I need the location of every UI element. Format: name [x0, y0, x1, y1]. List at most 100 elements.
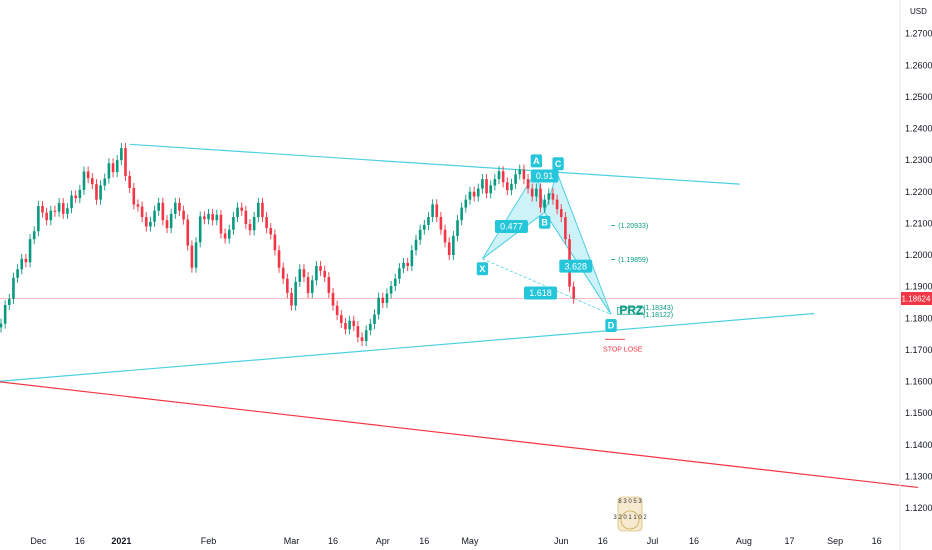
- candle[interactable]: [244, 205, 248, 230]
- candle[interactable]: [493, 174, 497, 191]
- candle[interactable]: [203, 211, 206, 225]
- red-trendline[interactable]: [0, 381, 919, 489]
- candle[interactable]: [344, 317, 347, 335]
- candle[interactable]: [70, 190, 73, 214]
- candle[interactable]: [410, 245, 414, 272]
- candle[interactable]: [211, 208, 214, 226]
- ratio-label[interactable]: 1.618: [524, 286, 557, 300]
- candle[interactable]: [510, 178, 513, 196]
- candle[interactable]: [28, 234, 32, 268]
- candle[interactable]: [389, 280, 393, 299]
- candle[interactable]: [165, 215, 169, 234]
- candle[interactable]: [265, 211, 268, 234]
- candle[interactable]: [157, 197, 160, 216]
- candle[interactable]: [559, 204, 563, 223]
- candle[interactable]: [57, 198, 61, 217]
- ratio-label[interactable]: 3.628: [559, 259, 593, 273]
- candle[interactable]: [369, 318, 372, 336]
- candle[interactable]: [144, 211, 148, 232]
- candle[interactable]: [74, 190, 77, 204]
- candle[interactable]: [298, 264, 302, 287]
- candle[interactable]: [277, 245, 281, 273]
- candle[interactable]: [406, 257, 409, 272]
- candle[interactable]: [452, 230, 455, 261]
- candle[interactable]: [501, 166, 505, 188]
- candle[interactable]: [472, 186, 476, 202]
- candle[interactable]: [32, 226, 36, 245]
- candle[interactable]: [227, 224, 231, 244]
- candle[interactable]: [447, 237, 451, 261]
- candle[interactable]: [78, 184, 82, 204]
- candle[interactable]: [481, 174, 484, 194]
- candle[interactable]: [427, 211, 430, 231]
- candle[interactable]: [331, 287, 335, 311]
- candle[interactable]: [414, 234, 418, 256]
- candle[interactable]: [543, 194, 546, 213]
- candle[interactable]: [393, 273, 397, 292]
- candle[interactable]: [315, 261, 318, 286]
- candle[interactable]: [348, 315, 351, 335]
- candle[interactable]: [136, 199, 140, 212]
- candle[interactable]: [489, 180, 492, 199]
- candle[interactable]: [340, 310, 343, 329]
- candle[interactable]: [269, 223, 273, 240]
- candle[interactable]: [99, 180, 102, 205]
- candle[interactable]: [518, 164, 522, 180]
- pattern-point-c[interactable]: C: [552, 157, 564, 171]
- candle[interactable]: [435, 199, 439, 223]
- candle[interactable]: [310, 275, 314, 299]
- candle[interactable]: [352, 315, 356, 332]
- candle[interactable]: [169, 208, 173, 234]
- candle[interactable]: [82, 166, 86, 195]
- candle[interactable]: [61, 198, 65, 219]
- candle[interactable]: [530, 183, 534, 202]
- candle[interactable]: [468, 186, 472, 205]
- candle[interactable]: [418, 224, 422, 245]
- candle[interactable]: [186, 214, 190, 251]
- candle[interactable]: [115, 155, 119, 178]
- candle[interactable]: [20, 253, 24, 275]
- candle[interactable]: [564, 211, 567, 245]
- candle[interactable]: [240, 202, 243, 216]
- candle[interactable]: [360, 332, 364, 347]
- candle[interactable]: [37, 200, 40, 237]
- candle[interactable]: [103, 173, 107, 191]
- candle[interactable]: [120, 143, 123, 166]
- candle[interactable]: [95, 179, 98, 205]
- candle[interactable]: [194, 237, 198, 273]
- candle[interactable]: [423, 219, 426, 235]
- candle[interactable]: [356, 321, 360, 343]
- candle[interactable]: [294, 276, 297, 311]
- candle[interactable]: [286, 273, 289, 299]
- candle[interactable]: [522, 164, 526, 185]
- candle[interactable]: [190, 240, 194, 273]
- candle[interactable]: [439, 211, 443, 235]
- candle[interactable]: [49, 205, 53, 226]
- candle[interactable]: [8, 293, 11, 311]
- price-axis[interactable]: USD 1.12000 1.13000 1.14000 1.15000 1.16000 1…: [899, 0, 932, 550]
- candle[interactable]: [539, 183, 542, 213]
- candle[interactable]: [232, 211, 235, 235]
- candle[interactable]: [456, 215, 459, 242]
- candle[interactable]: [398, 263, 401, 284]
- candle[interactable]: [547, 188, 551, 205]
- candle[interactable]: [526, 174, 530, 194]
- candle[interactable]: [223, 228, 227, 244]
- candle[interactable]: [273, 229, 277, 256]
- candle[interactable]: [257, 197, 260, 223]
- pattern-point-d[interactable]: D: [605, 318, 617, 332]
- candle[interactable]: [335, 300, 339, 321]
- candle[interactable]: [476, 183, 480, 202]
- candle[interactable]: [0, 318, 3, 333]
- candle[interactable]: [207, 208, 210, 225]
- pattern-point-x[interactable]: X: [476, 262, 489, 276]
- ratio-label[interactable]: 0.91: [530, 169, 559, 183]
- candle[interactable]: [364, 325, 368, 347]
- candle[interactable]: [161, 197, 165, 226]
- candle[interactable]: [464, 194, 468, 213]
- candle[interactable]: [91, 173, 94, 190]
- candle[interactable]: [236, 202, 239, 223]
- candle[interactable]: [302, 264, 306, 283]
- lower-trendline[interactable]: [0, 312, 815, 382]
